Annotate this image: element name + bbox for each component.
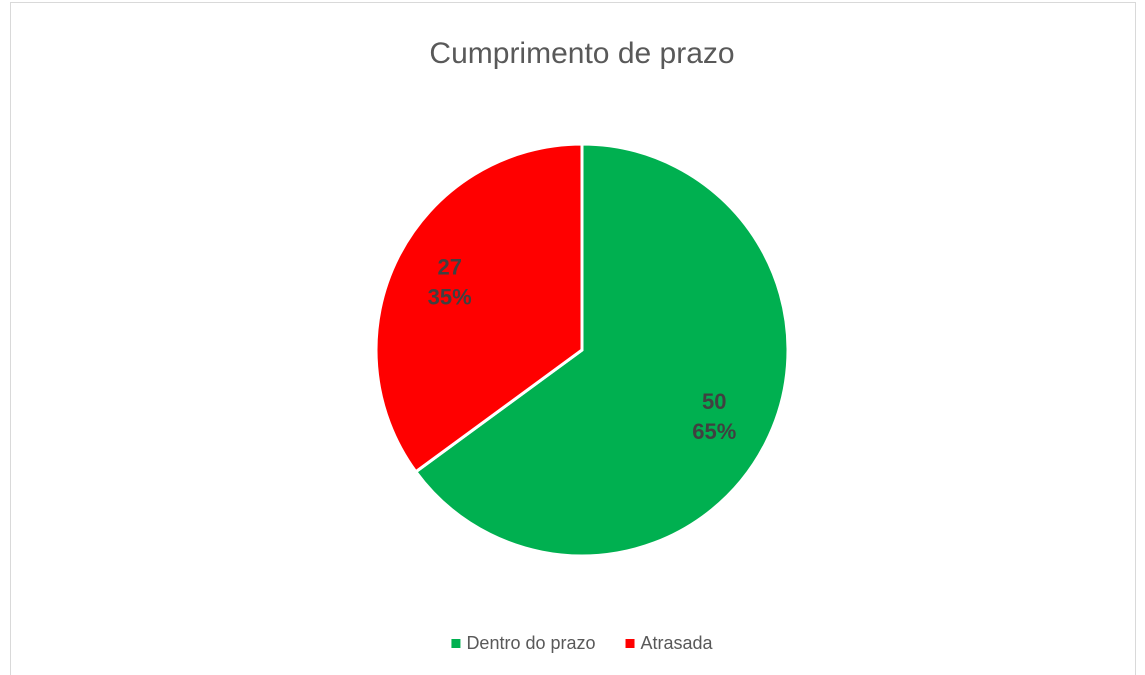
legend-swatch — [451, 639, 461, 648]
pie-slice — [413, 142, 790, 558]
legend: Dentro do prazo Atrasada — [451, 633, 714, 653]
legend-label: Dentro do prazo — [466, 633, 595, 653]
data-label: 27 — [437, 255, 461, 280]
data-label: 50 — [702, 389, 726, 414]
legend-label: Atrasada — [641, 633, 714, 653]
chart-title: Cumprimento de prazo — [429, 37, 734, 70]
percent-label: 35% — [428, 285, 472, 310]
percent-label: 65% — [692, 419, 736, 444]
pie-slice — [374, 142, 584, 474]
legend-swatch — [625, 639, 635, 648]
